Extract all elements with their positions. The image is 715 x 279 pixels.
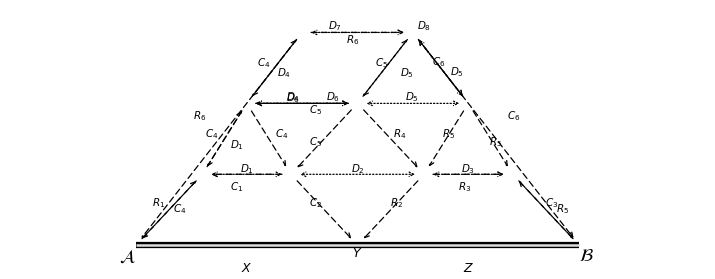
- Text: $D_5$: $D_5$: [400, 66, 414, 80]
- Text: $C_5$: $C_5$: [309, 103, 322, 117]
- Text: $C_5$: $C_5$: [309, 136, 322, 149]
- Text: $R_1$: $R_1$: [152, 196, 165, 210]
- Text: $R_2$: $R_2$: [390, 196, 403, 210]
- Text: $C_6$: $C_6$: [507, 109, 521, 123]
- Text: $C_4$: $C_4$: [172, 202, 186, 216]
- Text: $C_6$: $C_6$: [432, 56, 445, 69]
- Text: $D_6$: $D_6$: [286, 91, 300, 105]
- Text: $C_4$: $C_4$: [257, 57, 270, 70]
- Text: $X$: $X$: [241, 262, 252, 275]
- Text: $D_6$: $D_6$: [326, 91, 340, 105]
- Text: $D_8$: $D_8$: [417, 19, 431, 33]
- Text: $C_1$: $C_1$: [230, 181, 244, 194]
- Text: $\mathcal{B}$: $\mathcal{B}$: [579, 247, 594, 265]
- Text: $R_4$: $R_4$: [393, 128, 406, 141]
- Text: $C_4$: $C_4$: [275, 128, 288, 141]
- Text: $D_5$: $D_5$: [405, 91, 418, 105]
- Text: $D_7$: $D_7$: [328, 19, 342, 33]
- Text: $D_3$: $D_3$: [461, 162, 475, 176]
- Text: $D_5$: $D_5$: [450, 65, 464, 79]
- Text: $R_3$: $R_3$: [458, 181, 471, 194]
- Text: $C_3$: $C_3$: [545, 196, 558, 210]
- Text: $D_1$: $D_1$: [240, 162, 254, 176]
- Text: $D_4$: $D_4$: [277, 66, 292, 80]
- Text: $R_5$: $R_5$: [489, 136, 503, 149]
- Text: $C_4$: $C_4$: [205, 128, 219, 141]
- Text: $D_4$: $D_4$: [286, 91, 300, 105]
- Text: $D_1$: $D_1$: [230, 139, 244, 152]
- Text: $C_2$: $C_2$: [309, 196, 322, 210]
- Text: $C_5$: $C_5$: [375, 57, 388, 70]
- Text: $\mathcal{A}$: $\mathcal{A}$: [119, 247, 136, 265]
- Text: $Z$: $Z$: [463, 262, 474, 275]
- Text: $R_6$: $R_6$: [345, 33, 359, 47]
- Text: $D_2$: $D_2$: [350, 162, 365, 176]
- Text: $R_5$: $R_5$: [556, 202, 569, 216]
- Text: $Y$: $Y$: [352, 247, 363, 260]
- Text: $R_5$: $R_5$: [442, 128, 455, 141]
- Text: $R_6$: $R_6$: [194, 109, 207, 123]
